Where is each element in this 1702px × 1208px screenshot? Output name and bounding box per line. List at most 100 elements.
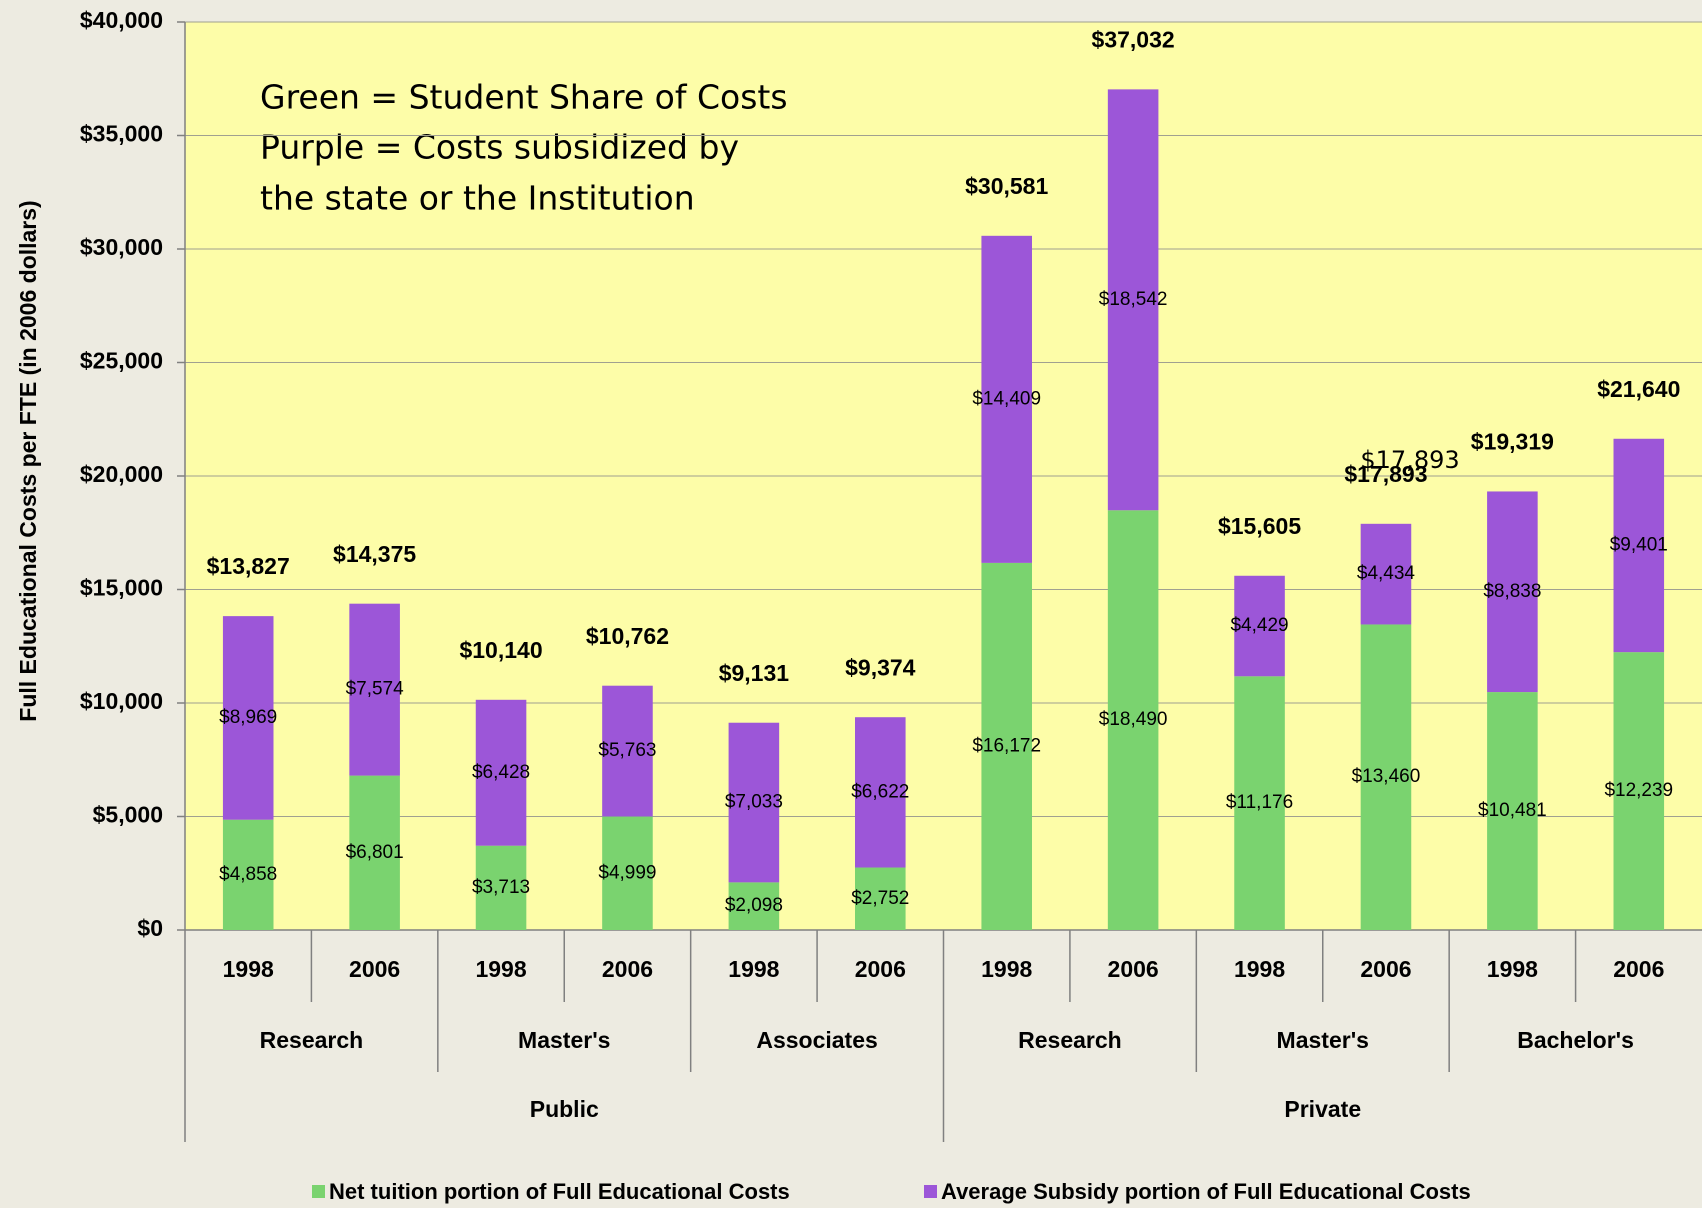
bar-segment xyxy=(1234,575,1285,677)
legend-label: Average Subsidy portion of Full Educatio… xyxy=(941,1179,1471,1204)
data-label: $12,239 xyxy=(1604,780,1673,801)
data-label: $13,460 xyxy=(1352,766,1421,787)
x-tick-label: 1998 xyxy=(1487,956,1538,982)
group-label: Research xyxy=(260,1027,364,1053)
data-label: $4,434 xyxy=(1357,563,1416,584)
group-label: Associates xyxy=(756,1027,877,1053)
total-label: $9,374 xyxy=(845,654,916,680)
data-label: $11,176 xyxy=(1226,792,1293,813)
data-label: $4,429 xyxy=(1230,615,1288,636)
total-label: $37,032 xyxy=(1092,26,1175,52)
data-label: $14,409 xyxy=(972,388,1041,409)
super-group-label: Public xyxy=(530,1096,599,1122)
bar-segment xyxy=(349,775,400,930)
annotation: Purple = Costs subsidized by xyxy=(260,128,739,167)
annotation: Green = Student Share of Costs xyxy=(260,78,788,117)
x-tick-label: 2006 xyxy=(855,956,906,982)
super-group-label: Private xyxy=(1284,1096,1361,1122)
bar-segment xyxy=(602,685,653,817)
data-label: $10,481 xyxy=(1478,800,1547,821)
y-tick-label: $5,000 xyxy=(93,802,163,828)
bar-segment xyxy=(602,816,653,930)
data-label: $9,401 xyxy=(1610,534,1668,555)
x-tick-label: 1998 xyxy=(728,956,779,982)
group-label: Master's xyxy=(518,1027,610,1053)
bar-segment xyxy=(222,819,274,930)
extra-label: $17,893 xyxy=(1360,446,1459,474)
x-tick-label: 2006 xyxy=(1108,956,1159,982)
total-label: $14,375 xyxy=(333,541,416,567)
x-tick-label: 2006 xyxy=(1613,956,1664,982)
annotation: the state or the Institution xyxy=(260,179,695,218)
bar-segment xyxy=(1360,523,1412,625)
bar-segment xyxy=(728,882,780,930)
data-label: $7,033 xyxy=(725,792,783,813)
data-label: $8,969 xyxy=(219,707,277,728)
data-label: $2,098 xyxy=(725,895,783,916)
x-tick-label: 2006 xyxy=(349,956,400,982)
total-label: $19,319 xyxy=(1471,429,1554,455)
bar-segment xyxy=(981,562,1032,930)
total-label: $17,893 xyxy=(1344,461,1427,487)
y-tick-label: $10,000 xyxy=(80,688,163,714)
x-tick-label: 2006 xyxy=(1360,956,1411,982)
group-label: Bachelor's xyxy=(1517,1027,1634,1053)
bar-segment xyxy=(855,867,906,930)
data-label: $3,713 xyxy=(472,877,530,898)
data-label: $18,542 xyxy=(1099,289,1168,310)
total-label: $21,640 xyxy=(1597,376,1680,402)
data-label: $18,490 xyxy=(1099,709,1168,730)
total-label: $30,581 xyxy=(965,173,1048,199)
legend-swatch xyxy=(924,1185,937,1198)
total-label: $9,131 xyxy=(719,660,790,686)
data-label: $6,801 xyxy=(346,842,404,863)
total-label: $10,140 xyxy=(459,637,542,663)
bar-segment xyxy=(1613,438,1665,653)
data-label: $6,428 xyxy=(472,762,530,783)
total-label: $13,827 xyxy=(207,553,290,579)
bar-segment xyxy=(1360,624,1412,930)
total-label: $15,605 xyxy=(1218,513,1301,539)
x-tick-label: 1998 xyxy=(223,956,274,982)
bar-segment xyxy=(981,235,1032,563)
data-label: $4,999 xyxy=(598,862,656,883)
data-label: $4,858 xyxy=(219,864,277,885)
group-label: Master's xyxy=(1277,1027,1369,1053)
y-tick-label: $30,000 xyxy=(80,234,163,260)
bar-segment xyxy=(1487,692,1538,930)
y-tick-label: $20,000 xyxy=(80,461,163,487)
bar-segment xyxy=(1234,676,1285,930)
data-label: $7,574 xyxy=(346,679,405,700)
x-tick-label: 1998 xyxy=(475,956,526,982)
y-axis-title: Full Educational Costs per FTE (in 2006 … xyxy=(15,200,41,721)
data-label: $5,763 xyxy=(598,740,656,761)
bar-segment xyxy=(1613,652,1665,930)
y-tick-label: $0 xyxy=(137,915,163,941)
y-tick-label: $15,000 xyxy=(80,575,163,601)
data-label: $2,752 xyxy=(851,888,909,909)
bar-segment xyxy=(855,717,906,868)
total-label: $10,762 xyxy=(586,623,669,649)
legend-swatch xyxy=(312,1185,325,1198)
data-label: $8,838 xyxy=(1483,581,1541,602)
x-tick-label: 2006 xyxy=(602,956,653,982)
bar-segment xyxy=(1107,89,1159,511)
y-tick-label: $40,000 xyxy=(80,7,163,33)
group-label: Research xyxy=(1018,1027,1122,1053)
x-tick-label: 1998 xyxy=(1234,956,1285,982)
x-tick-label: 1998 xyxy=(981,956,1032,982)
bar-segment xyxy=(475,845,527,930)
legend-label: Net tuition portion of Full Educational … xyxy=(329,1179,790,1204)
y-tick-label: $25,000 xyxy=(80,348,163,374)
data-label: $16,172 xyxy=(972,735,1041,756)
bar-segment xyxy=(728,722,780,883)
bar-segment xyxy=(1107,510,1159,930)
bar-segment xyxy=(222,616,274,820)
bar-segment xyxy=(1487,491,1538,693)
bar-segment xyxy=(475,699,527,846)
y-tick-label: $35,000 xyxy=(80,121,163,147)
data-label: $6,622 xyxy=(851,781,909,802)
bar-segment xyxy=(349,603,400,776)
